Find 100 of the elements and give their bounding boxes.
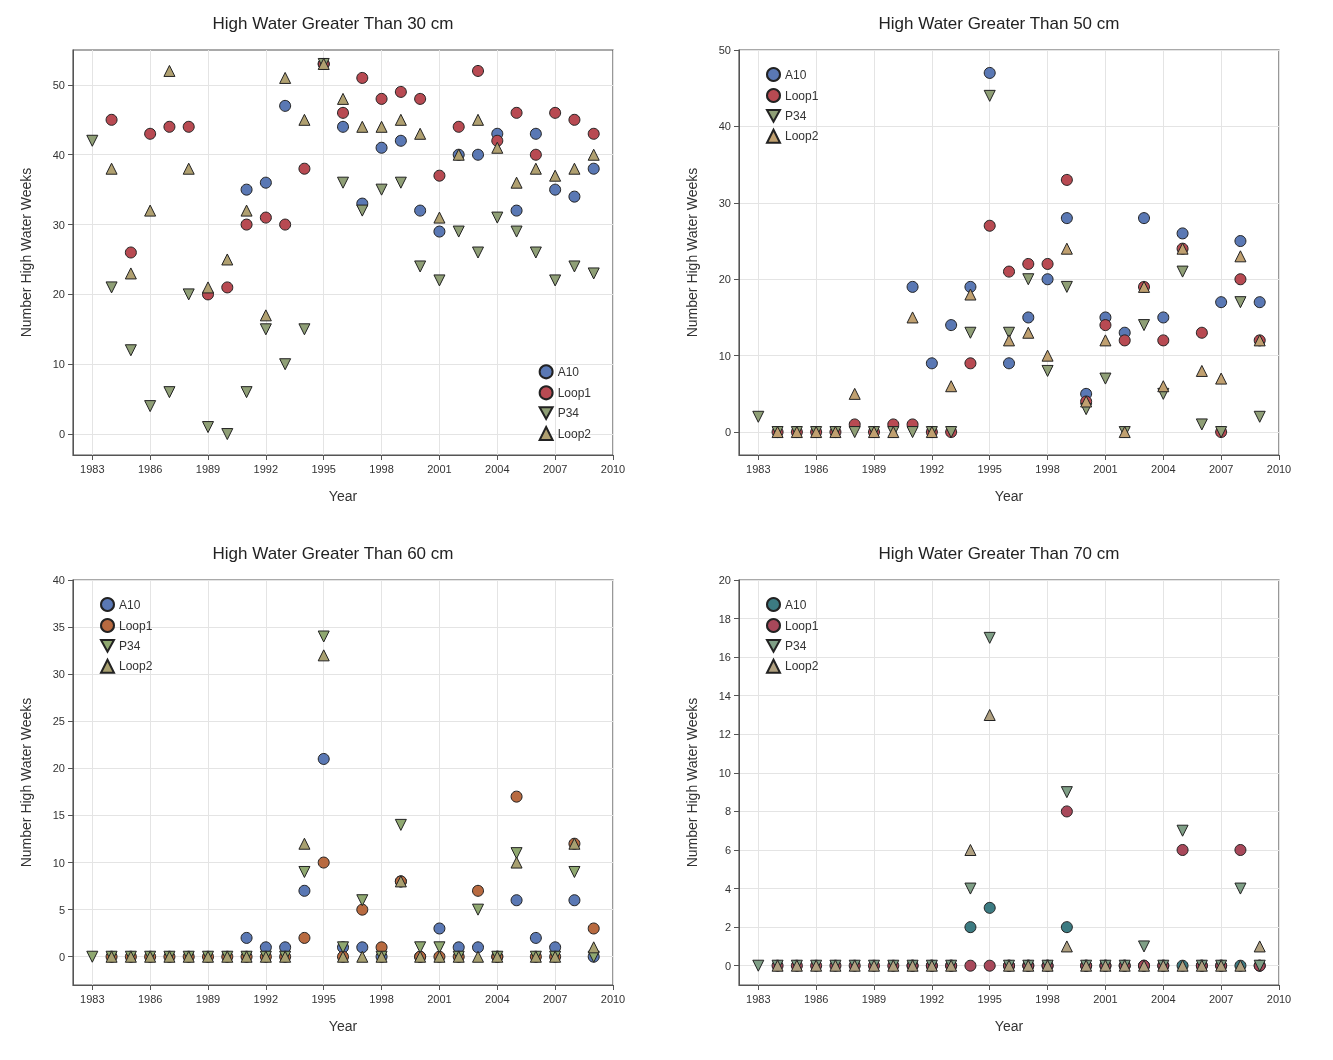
y-tick-label: 16 bbox=[718, 651, 731, 664]
x-tick-label: 2007 bbox=[542, 992, 568, 1005]
x-tick-label: 2010 bbox=[600, 992, 626, 1005]
x-tick-label: 2004 bbox=[1151, 462, 1176, 475]
x-tick-label: 1992 bbox=[919, 462, 945, 475]
legend-label: P34 bbox=[785, 108, 807, 123]
y-axis-title: Number High Water Weeks bbox=[684, 167, 700, 338]
y-tick-label: 14 bbox=[718, 689, 731, 702]
x-tick-label: 1989 bbox=[195, 462, 221, 475]
x-tick-label: 2004 bbox=[485, 992, 510, 1005]
x-tick-label: 1992 bbox=[253, 992, 279, 1005]
x-tick-label: 1992 bbox=[919, 992, 945, 1005]
legend-label: A10 bbox=[119, 597, 141, 612]
y-tick-label: 10 bbox=[718, 349, 731, 362]
y-tick-label: 6 bbox=[724, 844, 731, 856]
legend-label: Loop2 bbox=[785, 129, 819, 144]
y-tick-label: 35 bbox=[52, 621, 65, 634]
legend-label: Loop2 bbox=[557, 426, 592, 441]
y-tick-label: 10 bbox=[52, 856, 65, 869]
y-tick-label: 40 bbox=[52, 574, 65, 586]
x-tick-label: 1995 bbox=[311, 462, 336, 475]
x-axis-title: Year bbox=[328, 488, 358, 504]
legend-label: P34 bbox=[119, 638, 141, 653]
y-tick-label: 0 bbox=[58, 950, 65, 963]
y-tick-label: 40 bbox=[718, 120, 731, 133]
y-tick-label: 10 bbox=[52, 358, 65, 371]
y-tick-label: 30 bbox=[52, 668, 65, 681]
legend-label: Loop1 bbox=[557, 385, 592, 400]
x-tick-label: 1995 bbox=[311, 992, 336, 1005]
legend-label: Loop1 bbox=[119, 618, 153, 633]
x-axis-title: Year bbox=[328, 1018, 358, 1034]
x-tick-label: 2010 bbox=[1266, 462, 1292, 475]
legend-label: A10 bbox=[785, 597, 807, 612]
x-tick-label: 2007 bbox=[1208, 992, 1234, 1005]
y-tick-label: 18 bbox=[718, 612, 731, 625]
chart-title: High Water Greater Than 30 cm bbox=[212, 14, 454, 33]
x-tick-label: 1998 bbox=[369, 992, 394, 1005]
legend-label: A10 bbox=[557, 364, 580, 379]
x-tick-label: 1983 bbox=[746, 992, 771, 1005]
x-tick-label: 1986 bbox=[803, 462, 829, 475]
x-tick-label: 1995 bbox=[977, 992, 1002, 1005]
y-tick-label: 50 bbox=[52, 78, 65, 91]
x-tick-label: 1986 bbox=[137, 992, 163, 1005]
x-tick-label: 1983 bbox=[80, 462, 105, 475]
y-tick-label: 20 bbox=[52, 762, 65, 775]
y-tick-label: 30 bbox=[52, 218, 65, 231]
x-tick-label: 1986 bbox=[803, 992, 829, 1005]
x-tick-label: 1998 bbox=[369, 462, 394, 475]
y-tick-label: 50 bbox=[718, 44, 731, 56]
x-tick-label: 1998 bbox=[1035, 462, 1060, 475]
chart-title: High Water Greater Than 50 cm bbox=[878, 14, 1120, 33]
x-axis-title: Year bbox=[994, 488, 1024, 504]
y-tick-label: 20 bbox=[718, 273, 731, 286]
y-axis-title: Number High Water Weeks bbox=[18, 697, 34, 868]
x-tick-label: 2001 bbox=[427, 992, 452, 1005]
x-tick-label: 1983 bbox=[80, 992, 105, 1005]
x-tick-label: 1995 bbox=[977, 462, 1002, 475]
y-tick-label: 2 bbox=[724, 921, 731, 934]
y-tick-label: 10 bbox=[718, 766, 731, 779]
y-tick-label: 12 bbox=[718, 728, 731, 741]
x-tick-label: 2010 bbox=[1266, 992, 1292, 1005]
x-tick-label: 2010 bbox=[600, 462, 626, 475]
y-tick-label: 8 bbox=[724, 805, 731, 818]
x-tick-label: 2001 bbox=[1093, 992, 1118, 1005]
y-axis-title: Number High Water Weeks bbox=[18, 167, 34, 338]
y-tick-label: 5 bbox=[58, 903, 65, 916]
y-tick-label: 0 bbox=[58, 428, 65, 441]
y-tick-label: 40 bbox=[52, 148, 65, 161]
x-tick-label: 2004 bbox=[485, 462, 510, 475]
legend-label: Loop1 bbox=[785, 618, 819, 633]
y-tick-label: 4 bbox=[724, 882, 731, 895]
x-tick-label: 2004 bbox=[1151, 992, 1176, 1005]
x-tick-label: 2001 bbox=[1093, 462, 1118, 475]
chart-title: High Water Greater Than 60 cm bbox=[212, 544, 454, 563]
x-tick-label: 2001 bbox=[427, 462, 452, 475]
x-tick-label: 1992 bbox=[253, 462, 279, 475]
x-axis-title: Year bbox=[994, 1018, 1024, 1034]
x-tick-label: 1989 bbox=[861, 992, 887, 1005]
legend-label: A10 bbox=[785, 67, 807, 82]
legend-label: Loop2 bbox=[785, 659, 819, 674]
x-tick-label: 1989 bbox=[861, 462, 887, 475]
legend-label: Loop1 bbox=[785, 88, 819, 103]
x-tick-label: 1998 bbox=[1035, 992, 1060, 1005]
y-tick-label: 15 bbox=[52, 809, 65, 822]
legend-label: Loop2 bbox=[119, 659, 153, 674]
x-tick-label: 1986 bbox=[137, 462, 163, 475]
y-tick-label: 0 bbox=[724, 959, 731, 972]
y-axis-title: Number High Water Weeks bbox=[684, 697, 700, 868]
y-tick-label: 30 bbox=[718, 196, 731, 209]
x-tick-label: 1989 bbox=[195, 992, 221, 1005]
x-tick-label: 2007 bbox=[542, 462, 568, 475]
x-tick-label: 2007 bbox=[1208, 462, 1234, 475]
y-tick-label: 20 bbox=[52, 288, 65, 301]
y-tick-label: 25 bbox=[52, 715, 65, 728]
legend-label: P34 bbox=[557, 406, 580, 421]
y-tick-label: 20 bbox=[718, 574, 731, 586]
legend-label: P34 bbox=[785, 638, 807, 653]
chart-title: High Water Greater Than 70 cm bbox=[878, 544, 1120, 563]
y-tick-label: 0 bbox=[724, 426, 731, 439]
x-tick-label: 1983 bbox=[746, 462, 771, 475]
